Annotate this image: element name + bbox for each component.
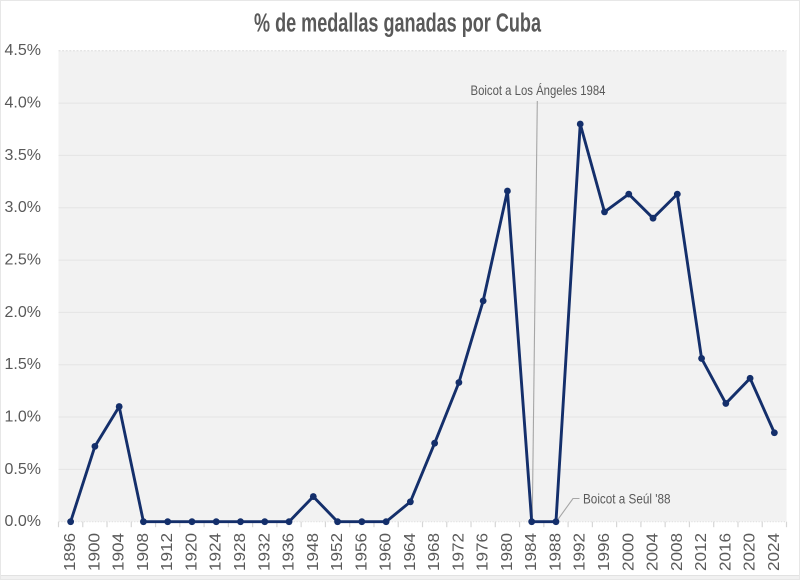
svg-text:1952: 1952 (329, 533, 346, 571)
svg-text:0.5%: 0.5% (5, 461, 41, 478)
svg-text:4.0%: 4.0% (5, 95, 41, 112)
svg-text:1972: 1972 (450, 533, 467, 571)
svg-text:Boicot a Los Ángeles 1984: Boicot a Los Ángeles 1984 (471, 82, 606, 98)
svg-text:1896: 1896 (62, 533, 79, 571)
svg-text:Boicot a Seúl '88: Boicot a Seúl '88 (583, 491, 671, 507)
svg-text:2016: 2016 (717, 533, 734, 571)
svg-text:3.0%: 3.0% (5, 199, 41, 216)
svg-text:2004: 2004 (645, 533, 662, 571)
svg-text:1928: 1928 (232, 533, 249, 571)
svg-text:1924: 1924 (208, 533, 225, 571)
svg-text:2008: 2008 (669, 533, 686, 571)
svg-text:1948: 1948 (305, 533, 322, 571)
svg-text:1.5%: 1.5% (5, 356, 41, 373)
svg-text:1904: 1904 (111, 533, 128, 571)
svg-text:1964: 1964 (402, 533, 419, 571)
svg-text:1988: 1988 (547, 533, 564, 571)
svg-text:1.0%: 1.0% (5, 409, 41, 426)
svg-text:1956: 1956 (353, 533, 370, 571)
svg-text:2020: 2020 (742, 533, 759, 571)
svg-text:1996: 1996 (596, 533, 613, 571)
svg-text:4.5%: 4.5% (5, 42, 41, 59)
svg-text:1912: 1912 (159, 533, 176, 571)
svg-text:2.0%: 2.0% (5, 304, 41, 321)
svg-text:1992: 1992 (572, 533, 589, 571)
svg-text:2012: 2012 (693, 533, 710, 571)
svg-text:1976: 1976 (475, 533, 492, 571)
svg-text:1920: 1920 (183, 533, 200, 571)
svg-text:1936: 1936 (281, 533, 298, 571)
svg-text:% de medallas ganadas por Cuba: % de medallas ganadas por Cuba (254, 10, 542, 38)
svg-text:0.0%: 0.0% (5, 513, 41, 530)
svg-text:2000: 2000 (620, 533, 637, 571)
svg-text:1984: 1984 (523, 533, 540, 571)
svg-text:1932: 1932 (256, 533, 273, 571)
svg-text:2024: 2024 (766, 533, 783, 571)
svg-text:3.5%: 3.5% (5, 147, 41, 164)
svg-text:1980: 1980 (499, 533, 516, 571)
svg-text:1960: 1960 (378, 533, 395, 571)
svg-text:1908: 1908 (135, 533, 152, 571)
svg-text:1900: 1900 (86, 533, 103, 571)
svg-text:2.5%: 2.5% (5, 252, 41, 269)
svg-text:1968: 1968 (426, 533, 443, 571)
